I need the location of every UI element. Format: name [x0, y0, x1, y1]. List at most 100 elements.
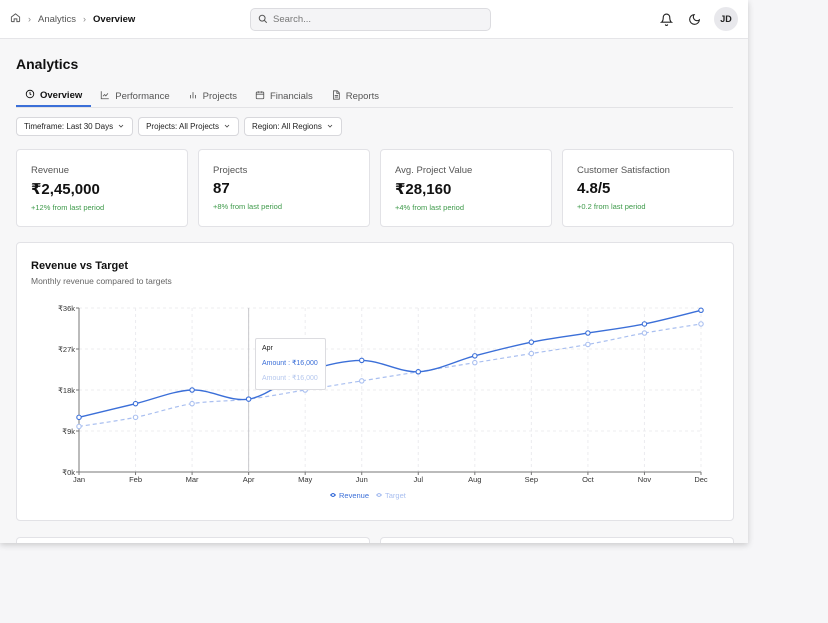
page-title: Analytics — [16, 56, 79, 72]
x-tick-label: Sep — [525, 475, 538, 484]
tab-reports[interactable]: Reports — [322, 86, 388, 107]
tab-label: Performance — [115, 91, 170, 102]
data-point-revenue — [415, 369, 422, 375]
tab-label: Financials — [269, 91, 313, 102]
x-tick-label: Feb — [129, 475, 142, 484]
tab-bar: Overview Performance Projects Financials… — [16, 86, 733, 108]
data-point-target — [132, 414, 139, 421]
stat-cards: Revenue ₹2,45,000 +12% from last period … — [16, 149, 734, 227]
stat-change: +8% from last period — [213, 202, 282, 211]
bar-chart-icon — [188, 90, 198, 103]
chevron-down-icon — [223, 122, 231, 132]
data-point-revenue — [245, 396, 252, 402]
app-window: › Analytics › Overview JD Analytics Over… — [0, 0, 748, 543]
search-input[interactable] — [273, 14, 473, 25]
timeframe-filter[interactable]: Timeframe: Last 30 Days — [16, 117, 134, 136]
bottom-card-left — [16, 537, 370, 543]
stat-label: Revenue — [31, 165, 70, 176]
bottom-card-right — [380, 537, 734, 543]
data-point-revenue — [528, 339, 535, 345]
series-line-revenue — [78, 309, 702, 419]
region-filter[interactable]: Region: All Regions — [244, 117, 342, 136]
search-icon — [258, 11, 268, 29]
y-tick-label: ₹18k — [58, 386, 75, 395]
x-tick-label: Apr — [243, 475, 255, 484]
y-tick-label: ₹27k — [58, 345, 75, 354]
calendar-icon — [255, 90, 265, 103]
stat-value: 4.8/5 — [577, 180, 611, 197]
chevron-right-icon: › — [28, 14, 31, 24]
tab-financials[interactable]: Financials — [246, 86, 322, 107]
document-icon — [331, 90, 341, 103]
tab-projects[interactable]: Projects — [179, 86, 246, 107]
stat-change: +4% from last period — [395, 203, 464, 212]
x-tick-label: Aug — [468, 475, 481, 484]
data-point-revenue — [76, 414, 82, 421]
chart-title: Revenue vs Target — [31, 260, 129, 272]
projects-filter[interactable]: Projects: All Projects — [138, 117, 239, 136]
data-point-revenue — [641, 321, 648, 327]
x-tick-label: Nov — [638, 475, 652, 484]
tooltip-revenue: Amount : ₹16,000 — [262, 360, 318, 367]
chevron-right-icon: › — [83, 14, 87, 24]
stat-value: ₹28,160 — [395, 181, 452, 198]
x-tick-label: Jul — [413, 475, 423, 484]
y-tick-label: ₹9k — [62, 427, 75, 436]
x-tick-label: Oct — [582, 475, 595, 484]
breadcrumb: › Analytics › Overview — [10, 12, 135, 26]
legend-label-revenue: Revenue — [339, 491, 369, 500]
y-tick-label: ₹36k — [58, 304, 75, 313]
top-bar: › Analytics › Overview JD — [0, 0, 748, 39]
x-tick-label: Jun — [356, 475, 368, 484]
legend-marker-target — [377, 493, 381, 497]
chart-tooltip: Apr Amount : ₹16,000 Amount : ₹16,000 — [255, 338, 326, 390]
x-tick-label: Jan — [73, 475, 85, 484]
data-point-target — [189, 400, 195, 407]
avatar[interactable]: JD — [714, 7, 738, 31]
data-point-target — [528, 350, 535, 357]
bell-icon[interactable] — [658, 11, 674, 27]
chart-line-icon — [100, 90, 110, 103]
data-point-revenue — [698, 307, 704, 314]
data-point-revenue — [585, 330, 591, 336]
y-tick-label: ₹0k — [62, 468, 75, 477]
filter-label: Projects: All Projects — [146, 122, 219, 131]
data-point-target — [76, 423, 82, 430]
home-icon[interactable] — [10, 12, 21, 26]
stat-card-avg-project-value: Avg. Project Value ₹28,160 +4% from last… — [380, 149, 552, 227]
legend-marker-revenue — [331, 493, 335, 497]
stat-card-customer-satisfaction: Customer Satisfaction 4.8/5 +0.2 from la… — [562, 149, 734, 227]
chevron-down-icon — [117, 122, 125, 132]
data-point-revenue — [358, 357, 365, 364]
filter-label: Region: All Regions — [252, 122, 322, 131]
tooltip-target: Amount : ₹16,000 — [262, 375, 318, 382]
tab-label: Projects — [202, 91, 237, 102]
data-point-target — [358, 378, 365, 384]
stat-change: +12% from last period — [31, 203, 105, 212]
revenue-line-chart[interactable]: ₹0k ₹9k ₹18k ₹27k ₹36k Jan Feb Mar Apr May Jun Jul A… — [0, 0, 748, 543]
x-tick-label: Mar — [186, 475, 199, 484]
clock-icon — [25, 89, 35, 102]
data-point-target — [641, 330, 648, 336]
bottom-cards — [16, 537, 734, 543]
tab-performance[interactable]: Performance — [91, 86, 178, 107]
breadcrumb-analytics[interactable]: Analytics — [38, 13, 77, 25]
tab-label: Reports — [345, 91, 380, 102]
stat-label: Avg. Project Value — [395, 165, 473, 176]
search-box[interactable] — [250, 8, 491, 31]
chart-subtitle: Monthly revenue compared to targets — [31, 276, 172, 286]
top-actions: JD — [658, 7, 738, 31]
x-tick-label: Dec — [694, 475, 708, 484]
stat-card-projects: Projects 87 +8% from last period — [198, 149, 370, 227]
stat-card-revenue: Revenue ₹2,45,000 +12% from last period — [16, 149, 188, 227]
data-point-revenue — [189, 387, 195, 393]
data-point-target — [472, 359, 478, 366]
filter-label: Timeframe: Last 30 Days — [24, 122, 114, 131]
data-point-target — [698, 321, 704, 327]
data-point-revenue — [472, 353, 478, 359]
filter-bar: Timeframe: Last 30 Days Projects: All Pr… — [16, 117, 342, 136]
data-point-target — [585, 341, 591, 348]
moon-icon[interactable] — [686, 11, 702, 27]
tab-label: Overview — [40, 90, 83, 101]
tab-overview[interactable]: Overview — [16, 86, 92, 107]
